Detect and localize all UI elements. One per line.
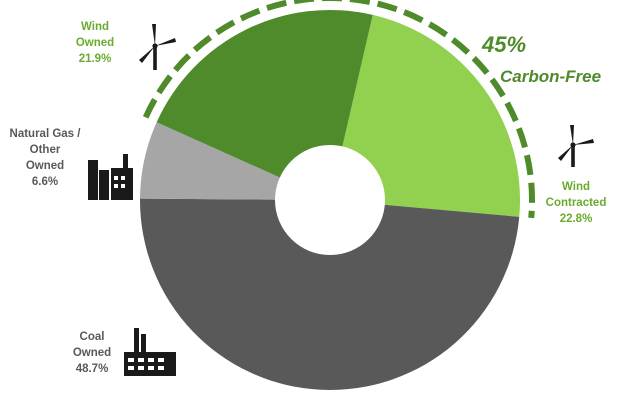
label-wind-owned: Wind Owned 21.9% — [76, 21, 114, 65]
slice-coal-owned — [140, 198, 520, 391]
label-line: 22.8% — [560, 213, 593, 225]
label-coal-owned: Coal Owned 48.7% — [73, 331, 111, 375]
label-line: 6.6% — [32, 176, 58, 188]
label-line: 21.9% — [79, 53, 112, 65]
label-line: Wind — [81, 21, 109, 33]
label-line: Coal — [80, 331, 105, 343]
coal-plant-icon — [124, 328, 176, 376]
donut-hole — [275, 145, 385, 255]
wind-turbine-icon — [139, 24, 176, 70]
carbon-free-label: Carbon-Free — [500, 67, 601, 86]
wind-turbine-icon — [558, 125, 594, 167]
label-line: Owned — [73, 347, 111, 359]
carbon-free-percent: 45% — [481, 32, 526, 57]
label-line: 48.7% — [76, 363, 109, 375]
label-natural-gas: Natural Gas / Other Owned 6.6% — [10, 128, 82, 188]
label-line: Other — [30, 144, 61, 156]
label-wind-contracted: Wind Contracted 22.8% — [546, 181, 607, 225]
carbon-free-arc — [142, 0, 535, 219]
label-line: Owned — [26, 160, 64, 172]
label-line: Natural Gas / — [10, 128, 82, 140]
slice-wind-contracted — [330, 14, 520, 217]
label-line: Wind — [562, 181, 590, 193]
label-line: Contracted — [546, 197, 607, 209]
gas-plant-icon — [88, 154, 133, 200]
label-line: Owned — [76, 37, 114, 49]
